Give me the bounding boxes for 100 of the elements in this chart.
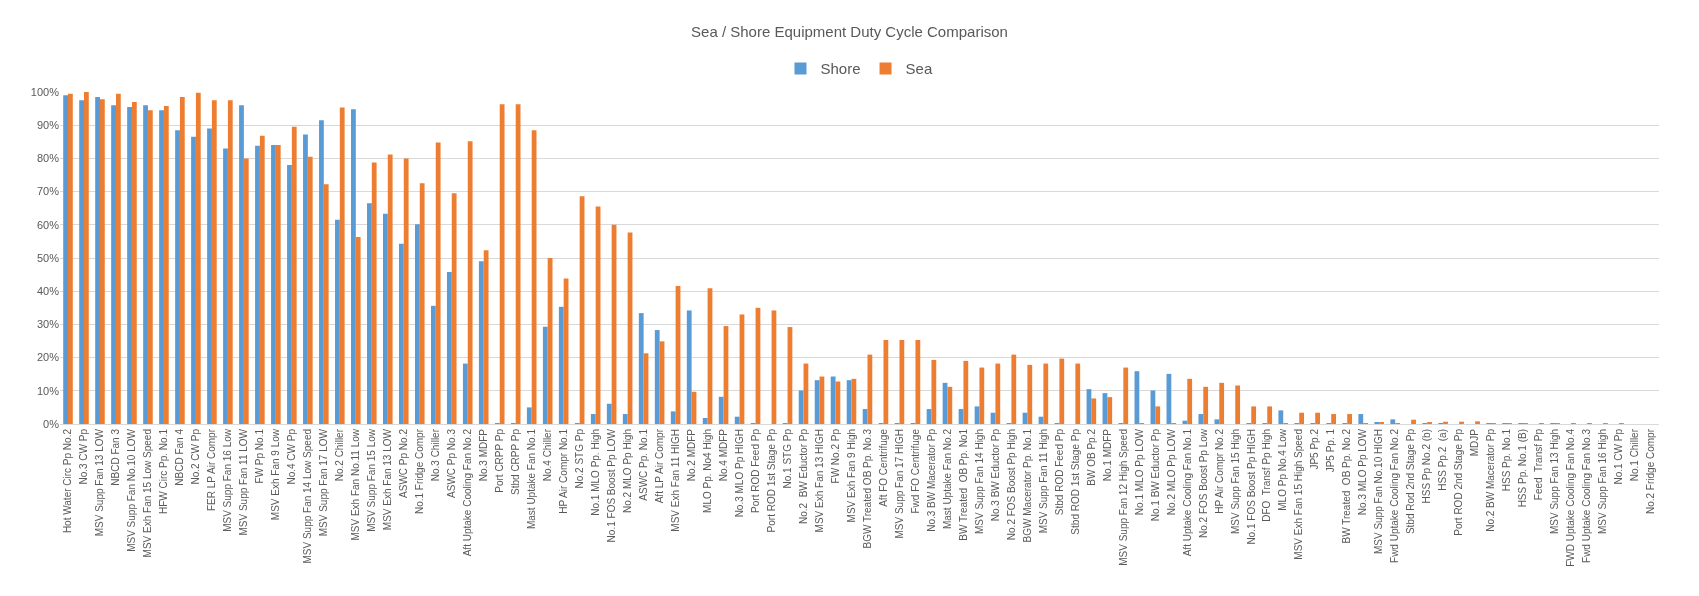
x-tick-label: MSV Supp Fan 15 Low bbox=[366, 428, 378, 532]
x-tick-label: MSV Supp Fan No.10 HIGH bbox=[1373, 429, 1385, 555]
x-tick-label: Port ROD 1st Stage Pp bbox=[765, 428, 777, 533]
x-tick-label: ASWC Pp. No.1 bbox=[637, 428, 649, 501]
x-tick-label: MLO Pp. No4 High bbox=[701, 429, 713, 513]
bar bbox=[287, 165, 292, 424]
bar bbox=[1347, 414, 1352, 424]
bar bbox=[1198, 414, 1204, 424]
x-tick-label: HSS Pp. No.1 (B) bbox=[1517, 429, 1529, 508]
bar bbox=[1011, 354, 1017, 424]
x-tick-label: BW OB Pp.2 bbox=[1085, 428, 1097, 486]
bar bbox=[1075, 363, 1081, 424]
y-tick-label: 90% bbox=[36, 119, 60, 132]
bar bbox=[403, 158, 409, 424]
y-tick-label: 40% bbox=[36, 285, 60, 298]
bar bbox=[451, 193, 457, 424]
bar bbox=[1390, 419, 1396, 424]
bar bbox=[499, 104, 505, 424]
bar bbox=[686, 310, 692, 424]
x-tick-label: MSV Supp Fan 12 High Speed bbox=[1117, 429, 1129, 566]
x-tick-label: No.4 CW Pp bbox=[286, 428, 298, 485]
bar bbox=[467, 141, 473, 424]
x-tick-label: MSV Exh Fan 11 HIGH bbox=[669, 429, 681, 532]
y-tick-label: 80% bbox=[36, 152, 60, 165]
x-tick-label: Aft FO Centrifuge bbox=[877, 428, 889, 507]
bar bbox=[127, 106, 132, 424]
x-tick-label: MLO Pp No.4 Low bbox=[1277, 428, 1289, 511]
bar bbox=[1107, 397, 1113, 424]
x-tick-label: JP5 Pp.2 bbox=[1309, 428, 1321, 470]
x-tick-label: BW Treated OB Pp. No.2 bbox=[1341, 428, 1353, 544]
bar bbox=[515, 104, 521, 424]
bar bbox=[339, 107, 345, 424]
bar bbox=[702, 418, 708, 424]
bar bbox=[814, 380, 820, 424]
bar bbox=[915, 340, 921, 424]
bar bbox=[846, 380, 852, 424]
bar bbox=[526, 407, 532, 424]
bar bbox=[291, 126, 297, 424]
x-tick-label: No.3 Chiller bbox=[430, 428, 442, 482]
x-tick-label: No.1 Chiller bbox=[1629, 428, 1641, 482]
x-tick-label: HSS Pp.2 (a) bbox=[1437, 429, 1449, 491]
bar bbox=[419, 183, 425, 424]
x-tick-label: No.1 Fridge Compr bbox=[414, 428, 426, 515]
x-tick-label: BGW Treated OB Pp. No.3 bbox=[861, 428, 873, 549]
bar bbox=[798, 390, 804, 424]
bar bbox=[371, 162, 377, 424]
bar bbox=[638, 313, 644, 424]
x-tick-label: No.2 FOS Boost Pp High bbox=[1005, 429, 1017, 541]
bar bbox=[1219, 382, 1225, 424]
bar bbox=[68, 93, 73, 424]
bar bbox=[175, 130, 180, 424]
bar bbox=[243, 158, 249, 424]
bar bbox=[1278, 410, 1284, 424]
x-tick-label: Feed Transf Pp bbox=[1533, 428, 1545, 501]
bar bbox=[83, 92, 89, 424]
bar bbox=[163, 105, 169, 424]
bar bbox=[542, 326, 548, 424]
x-tick-label: No.1 FOS Boost Pp HIGH bbox=[1245, 429, 1257, 545]
bar bbox=[383, 213, 388, 424]
x-tick-label: MSV Supp Fan 16 Low bbox=[222, 428, 234, 532]
bar bbox=[63, 95, 68, 424]
bar bbox=[899, 340, 905, 424]
bar bbox=[446, 271, 452, 424]
bar bbox=[734, 416, 740, 424]
bar bbox=[670, 411, 676, 424]
x-tick-label: MSV Supp Fan 14 High bbox=[973, 429, 985, 535]
bar bbox=[1411, 419, 1416, 424]
bar bbox=[830, 376, 836, 424]
bar bbox=[862, 409, 868, 424]
bar bbox=[303, 134, 308, 424]
bar bbox=[95, 96, 100, 424]
bar bbox=[590, 414, 596, 424]
bar bbox=[211, 100, 217, 424]
bar bbox=[111, 105, 116, 424]
bar bbox=[398, 243, 404, 424]
bar bbox=[147, 110, 153, 424]
legend-label: Sea bbox=[905, 60, 933, 78]
x-tick-label: No.2 MLO Pp High bbox=[621, 429, 633, 513]
bar bbox=[239, 105, 244, 424]
x-tick-label: Fwd Uptake Cooling Fan No.2 bbox=[1389, 428, 1401, 563]
bar bbox=[115, 93, 121, 424]
x-tick-label: Fwd FO Centrifuge bbox=[909, 428, 921, 514]
bar bbox=[883, 340, 889, 424]
x-tick-label: No.2 CW Pp bbox=[190, 428, 202, 485]
bar bbox=[179, 96, 185, 424]
x-tick-label: No.2 BW Macerator Pp bbox=[1485, 428, 1497, 532]
x-tick-label: No.3 MLO Pp LOW bbox=[1357, 428, 1369, 516]
bar bbox=[207, 128, 212, 424]
x-tick-label: HP Air Compr No.1 bbox=[557, 428, 569, 514]
x-tick-label: MSV Exh Fan 15 High Speed bbox=[1293, 429, 1305, 560]
x-tick-label: FER LP Air Compr bbox=[206, 428, 218, 512]
bar bbox=[223, 148, 228, 424]
x-tick-label: No.1 STG Pp bbox=[781, 428, 793, 489]
x-tick-label: Aft Uptake Cooling Fan No.1 bbox=[1181, 428, 1193, 557]
x-tick-label: MSV Supp Fan 17 LOW bbox=[318, 428, 330, 537]
bar bbox=[355, 237, 361, 424]
x-tick-label: NBCD Fan 4 bbox=[174, 428, 186, 486]
x-tick-label: Port ROD 2nd Stage Pp bbox=[1453, 428, 1465, 536]
bar bbox=[478, 261, 484, 424]
bar bbox=[1267, 406, 1273, 424]
